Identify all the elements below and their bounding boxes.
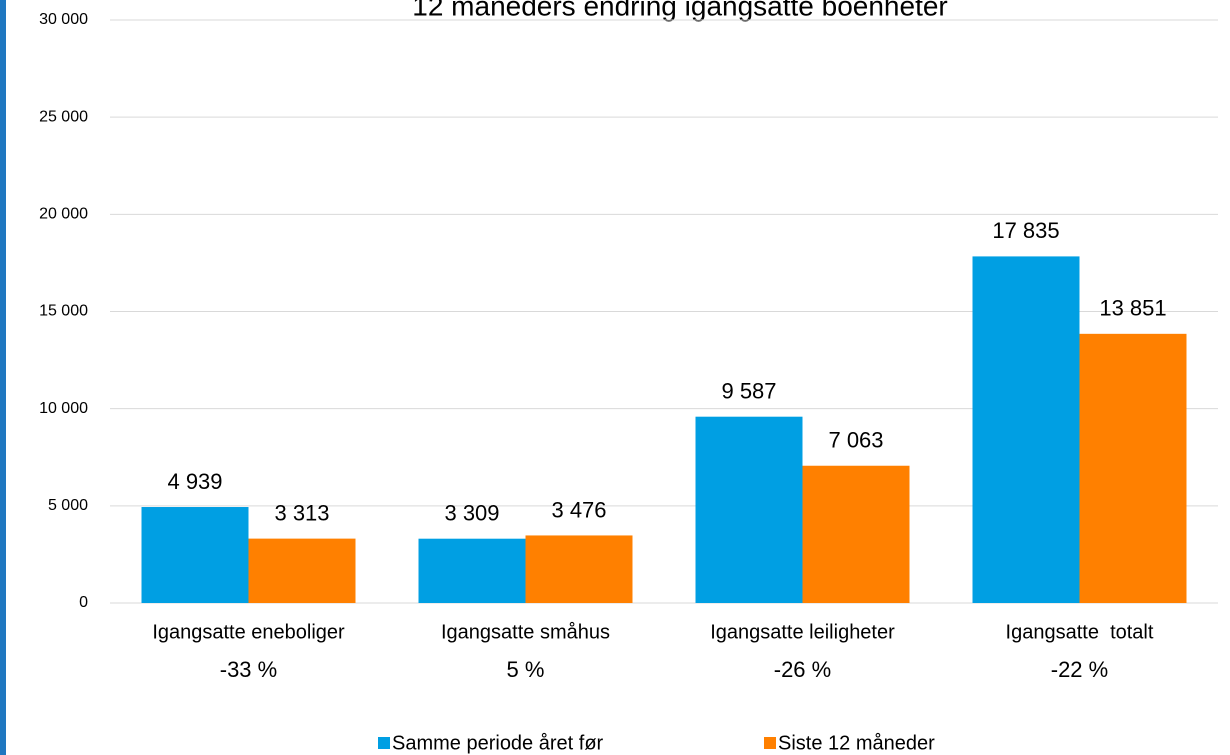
- category-note: -33 %: [220, 657, 277, 682]
- y-tick-label: 10 000: [39, 400, 88, 417]
- bar: [418, 538, 526, 603]
- value-label: 13 851: [1099, 296, 1166, 321]
- y-tick-label: 0: [79, 594, 88, 611]
- value-label: 4 939: [167, 469, 222, 494]
- x-tick-label: Igangsatte eneboliger: [152, 621, 345, 643]
- bar: [248, 538, 356, 603]
- category-note: 5 %: [507, 657, 545, 682]
- bar: [695, 416, 803, 603]
- value-label: 9 587: [721, 379, 776, 404]
- chart-title: 12 måneders endring igangsatte boenheter: [412, 0, 948, 21]
- y-tick-label: 25 000: [39, 108, 88, 125]
- legend-swatch: [378, 737, 390, 749]
- y-tick-label: 30 000: [39, 11, 88, 28]
- bar: [802, 465, 910, 603]
- left-border: [0, 0, 6, 755]
- legend-label: Siste 12 måneder: [778, 732, 935, 754]
- category-note: -26 %: [774, 657, 831, 682]
- y-tick-label: 20 000: [39, 206, 88, 223]
- value-label: 3 476: [551, 497, 606, 522]
- bar: [972, 256, 1080, 603]
- value-label: 17 835: [992, 218, 1059, 243]
- y-tick-label: 15 000: [39, 303, 88, 320]
- x-tick-label: Igangsatte leiligheter: [710, 621, 895, 643]
- legend-label: Samme periode året før: [392, 732, 604, 754]
- x-tick-label: Igangsatte småhus: [441, 621, 610, 643]
- bar: [141, 507, 249, 603]
- legend-swatch: [764, 737, 776, 749]
- category-note: -22 %: [1051, 657, 1108, 682]
- value-label: 3 309: [444, 501, 499, 526]
- y-tick-label: 5 000: [48, 497, 88, 514]
- value-label: 3 313: [274, 500, 329, 525]
- bar: [1079, 333, 1187, 603]
- value-label: 7 063: [828, 428, 883, 453]
- bar: [525, 535, 633, 603]
- x-tick-label: Igangsatte totalt: [1006, 621, 1154, 643]
